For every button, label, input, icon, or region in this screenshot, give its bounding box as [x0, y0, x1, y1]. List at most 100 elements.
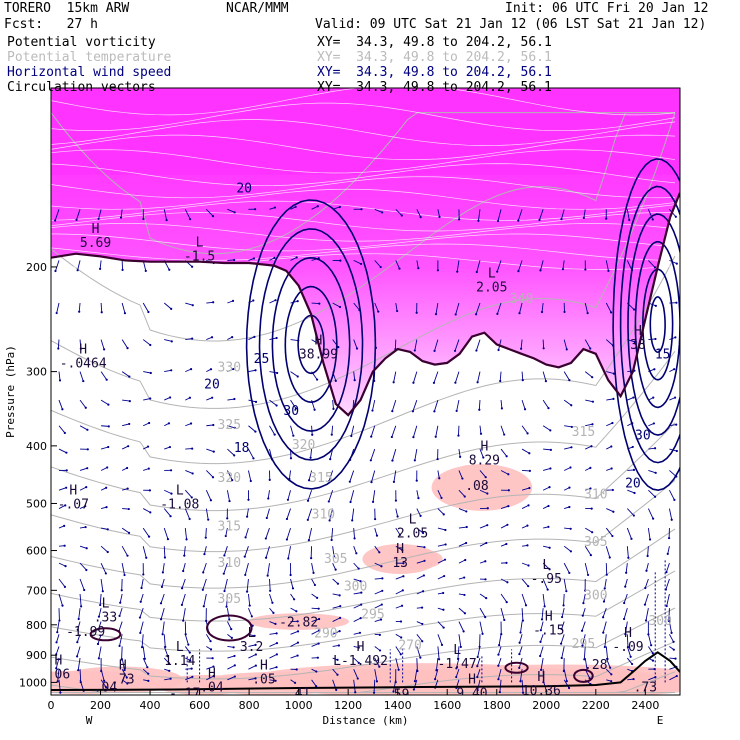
circulation-vector	[160, 593, 165, 604]
theta-label: 320	[218, 471, 241, 486]
circulation-vector	[119, 634, 123, 647]
vector-head	[412, 381, 415, 384]
circulation-vector	[458, 542, 467, 547]
circulation-vector	[121, 339, 128, 349]
circulation-vector	[647, 209, 654, 220]
wind-speed-contour	[634, 240, 680, 409]
circulation-vector	[374, 562, 382, 567]
vector-head	[379, 618, 383, 621]
vector-head	[584, 589, 587, 592]
vector-head	[454, 313, 457, 316]
extremum-marker: H	[69, 484, 77, 499]
vector-head	[479, 432, 483, 435]
pv-blob	[573, 668, 594, 683]
circulation-vector	[162, 563, 165, 573]
extremum-marker: H	[634, 324, 642, 339]
theta-label: 300	[584, 588, 607, 603]
extremum-value: 3.2	[240, 640, 263, 655]
vector-head	[120, 589, 123, 592]
vector-head	[254, 400, 258, 403]
circulation-vector	[477, 679, 481, 691]
circulation-vector	[627, 469, 634, 471]
vector-head	[605, 573, 608, 576]
vector-head	[357, 567, 360, 570]
vector-head	[461, 477, 464, 480]
theta-line	[51, 528, 676, 622]
extremum-value: 8.29	[469, 454, 500, 469]
circulation-vector	[500, 505, 509, 510]
vector-head	[505, 455, 508, 458]
vector-head	[75, 218, 78, 221]
vector-head	[611, 534, 614, 538]
circulation-vector	[391, 425, 397, 438]
vector-head	[244, 536, 247, 539]
vector-head	[674, 215, 677, 218]
circulation-vector	[332, 546, 335, 557]
vector-head	[149, 397, 152, 400]
circulation-vector	[54, 209, 60, 221]
pv-blob	[504, 661, 529, 674]
vector-head	[590, 507, 593, 510]
circulation-vector	[412, 425, 418, 438]
circulation-vector	[353, 562, 359, 569]
circulation-vector	[391, 399, 397, 412]
vector-head	[335, 688, 338, 691]
vector-head	[80, 605, 83, 608]
circulation-vector	[353, 679, 356, 693]
vector-head	[605, 217, 608, 220]
circulation-vector	[563, 467, 571, 471]
circulation-vector	[563, 371, 570, 381]
theta-label: 270	[398, 638, 421, 653]
y-tick-label: 300	[26, 366, 47, 379]
circulation-vector	[624, 621, 628, 635]
circulation-vector	[139, 621, 144, 634]
extremum-marker: L	[488, 267, 496, 282]
circulation-vector	[307, 490, 313, 501]
vector-head	[433, 410, 436, 413]
vector-head	[76, 628, 79, 631]
circulation-vector	[395, 209, 403, 216]
vector-head	[568, 571, 571, 575]
circulation-vector	[458, 449, 461, 457]
vector-head	[147, 310, 150, 314]
vector-head	[209, 368, 213, 371]
vector-head	[667, 536, 671, 540]
circulation-vector	[437, 544, 446, 547]
circulation-vector	[245, 527, 249, 538]
circulation-vector	[353, 546, 357, 554]
extremum-value: -.09	[612, 640, 643, 655]
vector-head	[252, 257, 256, 260]
vector-head	[166, 537, 170, 541]
circulation-vector	[184, 489, 193, 498]
vector-head	[497, 678, 500, 681]
circulation-vector	[265, 546, 270, 558]
vector-head	[99, 603, 102, 607]
vector-head	[142, 217, 145, 221]
vector-head	[423, 559, 426, 562]
circulation-vector	[287, 490, 291, 500]
extremum-value: .08	[465, 479, 488, 494]
vector-head	[518, 666, 521, 669]
circulation-vector	[142, 508, 151, 513]
vector-head	[271, 601, 274, 604]
vector-head	[266, 574, 269, 577]
circulation-vector	[182, 563, 186, 572]
vector-head	[254, 653, 257, 656]
circulation-vector	[456, 260, 460, 272]
circulation-vector	[163, 634, 166, 647]
circulation-vector	[141, 578, 144, 589]
circulation-vector	[395, 657, 400, 670]
vector-head	[191, 675, 194, 678]
extremum-value: -1.5	[184, 249, 215, 264]
circulation-vector	[644, 593, 649, 605]
circulation-vector	[287, 546, 291, 559]
vector-head	[190, 496, 193, 499]
vector-head	[126, 487, 129, 490]
theta-label: 305	[218, 592, 241, 607]
wind-speed-contour	[627, 213, 680, 436]
extremum-marker: L	[542, 558, 550, 573]
vector-head	[463, 576, 466, 579]
circulation-vector	[100, 545, 109, 553]
vector-head	[147, 679, 150, 682]
vector-head	[411, 410, 415, 413]
